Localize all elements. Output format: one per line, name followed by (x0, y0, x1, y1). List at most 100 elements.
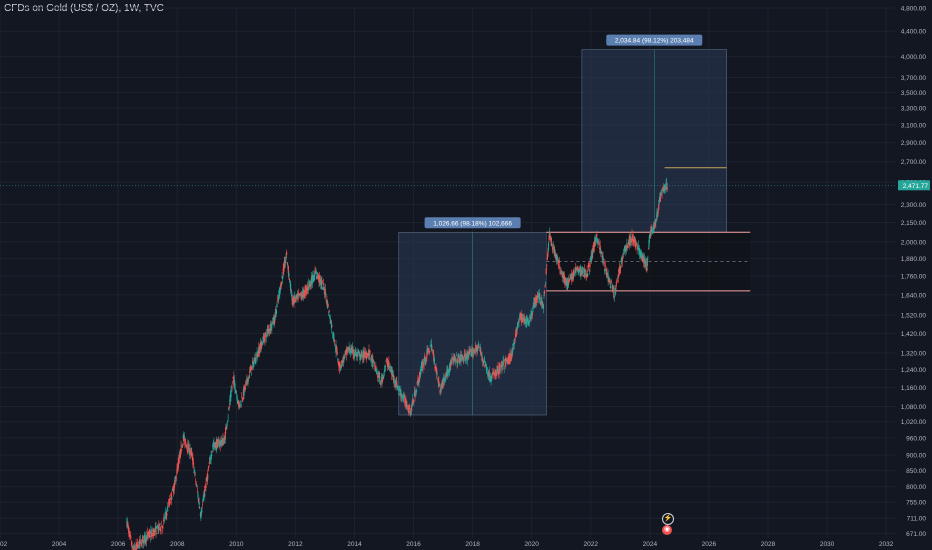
candle-body (478, 343, 480, 348)
candle-body (383, 371, 385, 372)
candle-body (250, 366, 252, 372)
candle-body (343, 354, 346, 356)
candle-body (477, 347, 479, 348)
y-tick-label: 1,420.00 (901, 331, 927, 338)
candle-body (647, 247, 650, 249)
x-tick-label: 2012 (288, 541, 303, 548)
candle-body (234, 389, 237, 393)
y-tick-label: 850.00 (906, 468, 926, 475)
candle-body (274, 311, 276, 317)
candle-body (315, 270, 317, 275)
candle-body (151, 533, 154, 536)
candle-body (190, 452, 192, 455)
x-tick-label: 2002 (0, 541, 8, 548)
candle-body (199, 508, 201, 509)
candle-body (142, 540, 145, 544)
dividend-event-icon[interactable]: ◉ (662, 525, 672, 535)
candle-body (439, 387, 442, 392)
candle-body (479, 347, 481, 352)
candle-body (524, 322, 526, 324)
candle-body (532, 305, 534, 309)
candle-body (480, 350, 482, 355)
x-tick-label: 2026 (702, 541, 717, 548)
candle-body (575, 267, 577, 270)
candle-body (171, 498, 173, 500)
candle-body (460, 354, 463, 356)
candle-body (620, 265, 622, 269)
candle-body (236, 394, 238, 396)
candle-body (546, 264, 548, 266)
candle-body (188, 444, 190, 452)
candle-body (483, 357, 485, 363)
y-tick-label: 800.00 (906, 484, 926, 491)
candle-body (658, 204, 660, 210)
candle-body (139, 542, 141, 544)
candle-body (389, 367, 391, 368)
candle-body (464, 354, 466, 357)
candle-body (568, 279, 571, 281)
candle-body (632, 234, 634, 243)
candle-body (503, 368, 505, 370)
candle-body (643, 258, 646, 264)
candle-body (553, 245, 555, 246)
candle-body (316, 272, 318, 275)
candle-body (468, 350, 471, 354)
candle-body (491, 375, 493, 376)
candle-body (421, 364, 423, 371)
candle-body (660, 193, 663, 196)
candle-body (441, 385, 443, 389)
candle-body (636, 244, 638, 250)
candle-body (437, 378, 439, 383)
candle-body (297, 293, 300, 296)
candle-body (543, 295, 545, 296)
candle-body (370, 356, 372, 358)
candle-body (433, 354, 435, 361)
candle-body (275, 309, 278, 315)
candle-body (613, 289, 615, 298)
candle-body (251, 361, 254, 365)
candle-body (617, 277, 619, 279)
lightning-event-icon[interactable]: ⚡ (662, 513, 674, 525)
candle-body (634, 237, 636, 240)
candle-body (517, 324, 519, 327)
candle-body (332, 333, 334, 335)
candle-body (645, 261, 647, 270)
candle-body (564, 277, 567, 285)
measure-label-bg (424, 217, 521, 229)
candle-body (608, 277, 610, 280)
candle-body (245, 381, 247, 385)
candle-body (276, 304, 278, 308)
candle-body (373, 361, 375, 363)
candle-body (221, 437, 223, 443)
candle-body (158, 523, 160, 530)
candle-body (197, 498, 200, 503)
candle-body (287, 266, 289, 274)
candle-body (409, 410, 412, 416)
candle-body (430, 341, 432, 343)
candle-body (140, 539, 142, 545)
candle-body (208, 467, 210, 469)
candle-body (386, 359, 388, 360)
candle-body (207, 473, 209, 480)
candle-body (171, 488, 174, 491)
candle-body (138, 545, 140, 549)
candle-body (393, 382, 396, 383)
candle-body (545, 268, 547, 275)
y-tick-label: 2,900.00 (901, 140, 927, 147)
candle-body (358, 351, 360, 353)
candle-body (457, 359, 459, 364)
candle-body (557, 259, 559, 260)
candle-body (241, 399, 243, 401)
candle-body (513, 342, 516, 345)
x-tick-label: 2010 (229, 541, 244, 548)
x-tick-label: 2032 (879, 541, 894, 548)
candle-body (432, 352, 434, 355)
x-tick-label: 2024 (643, 541, 658, 548)
candle-body (633, 239, 635, 242)
candle-body (426, 348, 429, 354)
candle-body (384, 366, 387, 367)
candle-body (622, 253, 625, 255)
candle-body (360, 354, 362, 358)
candle-body (179, 448, 182, 458)
